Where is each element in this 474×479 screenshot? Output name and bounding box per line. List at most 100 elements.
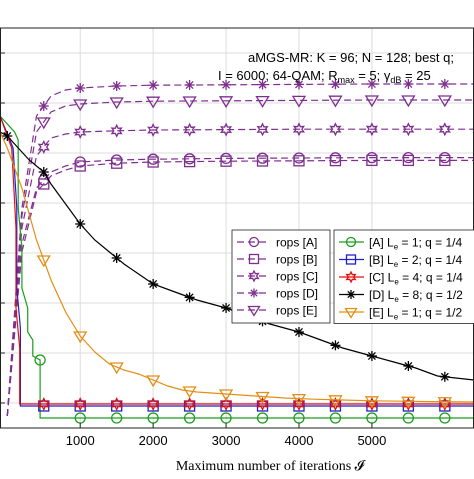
legend-rops-item: rops [C] [237, 270, 318, 284]
marker-asterisk [221, 79, 232, 90]
legend-main-label-a: [E] L [369, 306, 394, 320]
legend-main-label-sub: e [394, 243, 399, 252]
marker-asterisk [221, 303, 232, 313]
marker-square [111, 157, 123, 169]
legend-rops-item: rops [A] [237, 236, 317, 250]
legend-main-label-sub: e [394, 313, 399, 322]
series-line-ropsE [6, 99, 474, 417]
marker-asterisk [346, 290, 356, 299]
x-tick-label: 4000 [285, 433, 314, 448]
annotation-line-2a: I = 6000; 64-QAM; R [218, 68, 338, 83]
marker-asterisk-stroke [185, 81, 194, 89]
legend-main-label: [D] Le = 8; q = 1/2 [369, 288, 463, 304]
series-ropsE [6, 95, 474, 417]
legend-main-item: [D] Le = 8; q = 1/2 [339, 288, 463, 304]
marker-asterisk [257, 79, 268, 90]
marker-triangle [218, 96, 234, 109]
marker-hexagram [110, 123, 123, 138]
series-line-E [0, 131, 474, 403]
marker-hexagram [248, 269, 260, 283]
series-line-ropsA [6, 157, 474, 417]
marker-asterisk [293, 327, 304, 337]
marker-asterisk-stroke [149, 81, 158, 90]
marker-hexagram [438, 122, 451, 137]
x-tick-label: 3000 [212, 433, 241, 448]
legend-rops: rops [A] rops [B] rops [C] rops [D] rops [E] [231, 229, 331, 324]
marker-triangle [437, 95, 452, 108]
marker-triangle [247, 305, 261, 317]
legend-rops-item: rops [E] [237, 304, 317, 318]
marker-hexagram [110, 397, 123, 411]
marker-asterisk-stroke [3, 132, 12, 140]
legend-main-label-a: [A] L [369, 236, 394, 250]
marker-triangle [401, 95, 416, 108]
marker-triangle [145, 96, 161, 109]
legend-main-label: [B] Le = 2; q = 1/4 [369, 253, 463, 269]
series-line-ropsD [6, 83, 474, 417]
legend-rops-label: rops [E] [276, 304, 317, 318]
marker-asterisk [38, 101, 49, 111]
legend-main-label-a: [C] L [369, 271, 395, 285]
marker-hexagram [37, 397, 50, 411]
legend-main-label-a: [B] L [369, 253, 394, 267]
marker-triangle [218, 389, 234, 402]
marker-asterisk-stroke [76, 84, 85, 92]
marker-triangle [182, 96, 197, 109]
x-tick-label: 2000 [139, 433, 168, 448]
marker-hexagram [183, 397, 196, 411]
marker-asterisk-stroke [367, 352, 376, 360]
marker-asterisk [293, 79, 304, 90]
marker-hexagram [292, 397, 305, 411]
marker-hexagram [256, 122, 269, 137]
marker-square [74, 160, 86, 172]
marker-triangle [364, 396, 380, 409]
marker-asterisk-stroke [39, 102, 48, 110]
legend-main-label: [A] Le = 1; q = 1/4 [369, 236, 463, 252]
marker-asterisk-stroke [404, 362, 413, 370]
marker-hexagram [329, 397, 342, 411]
marker-triangle [73, 331, 88, 344]
marker-triangle [328, 95, 343, 108]
marker-square [256, 155, 269, 167]
marker-triangle [328, 395, 343, 408]
marker-hexagram [74, 125, 87, 139]
legend-main-label-b: = 1; q = 1/2 [398, 306, 462, 320]
legend-main-item: [A] Le = 1; q = 1/4 [339, 236, 463, 252]
marker-asterisk [148, 80, 159, 91]
annotation-line-2: I = 6000; 64-QAM; Rmax = 5; γdB = 25 [218, 68, 431, 85]
series-line-B [0, 115, 474, 407]
annotation-sub-db: dB [390, 75, 401, 85]
marker-triangle [255, 391, 270, 404]
marker-triangle [73, 99, 88, 112]
marker-triangle [401, 396, 416, 409]
legend-rops-label: rops [D] [276, 287, 318, 301]
marker-triangle [109, 97, 124, 110]
marker-square [366, 154, 378, 167]
marker-hexagram [74, 397, 87, 411]
marker-square [293, 155, 305, 167]
marker-hexagram [219, 397, 233, 411]
marker-triangle [344, 307, 358, 319]
marker-asterisk-stroke [250, 289, 258, 297]
marker-asterisk [75, 83, 86, 93]
legend-rops-item: rops [B] [237, 253, 317, 267]
marker-circle [329, 412, 342, 424]
x-tick-label: 5000 [357, 433, 386, 448]
marker-circle [439, 412, 451, 424]
x-axis-label: Maximum number of iterations 𝓘 [176, 459, 367, 474]
marker-hexagram [219, 122, 233, 137]
marker-asterisk [111, 253, 122, 263]
series-line-D [0, 131, 474, 381]
plot-frame [0, 27, 474, 429]
annotation-line-2c: = 25 [401, 68, 430, 83]
marker-asterisk-stroke [39, 168, 48, 176]
marker-asterisk [184, 292, 195, 303]
marker-asterisk-stroke [331, 341, 340, 350]
marker-square [402, 154, 415, 167]
legend-rops-label: rops [A] [276, 236, 317, 250]
marker-asterisk-stroke [367, 80, 376, 88]
legend-rops-label: rops [C] [276, 270, 318, 284]
marker-hexagram [183, 122, 196, 137]
legend-main-label-b: = 8; q = 1/2 [399, 288, 463, 302]
